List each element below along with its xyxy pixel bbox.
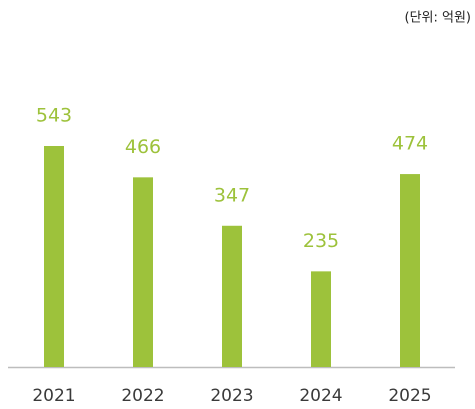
bar [311, 271, 331, 367]
x-tick-label: 2023 [210, 386, 253, 406]
x-tick-label: 2022 [121, 386, 164, 406]
bar [133, 177, 153, 367]
x-tick-label: 2024 [299, 386, 342, 406]
bar [400, 174, 420, 367]
value-label: 347 [214, 184, 250, 206]
bar [44, 145, 64, 367]
x-tick-label: 2021 [32, 386, 75, 406]
value-label: 235 [303, 230, 339, 252]
unit-note: (단위: 억원) [405, 11, 472, 26]
value-label: 466 [125, 136, 161, 158]
value-label: 543 [36, 104, 72, 126]
value-label: 474 [392, 133, 428, 155]
x-tick-label: 2025 [388, 386, 431, 406]
bar [222, 225, 242, 367]
